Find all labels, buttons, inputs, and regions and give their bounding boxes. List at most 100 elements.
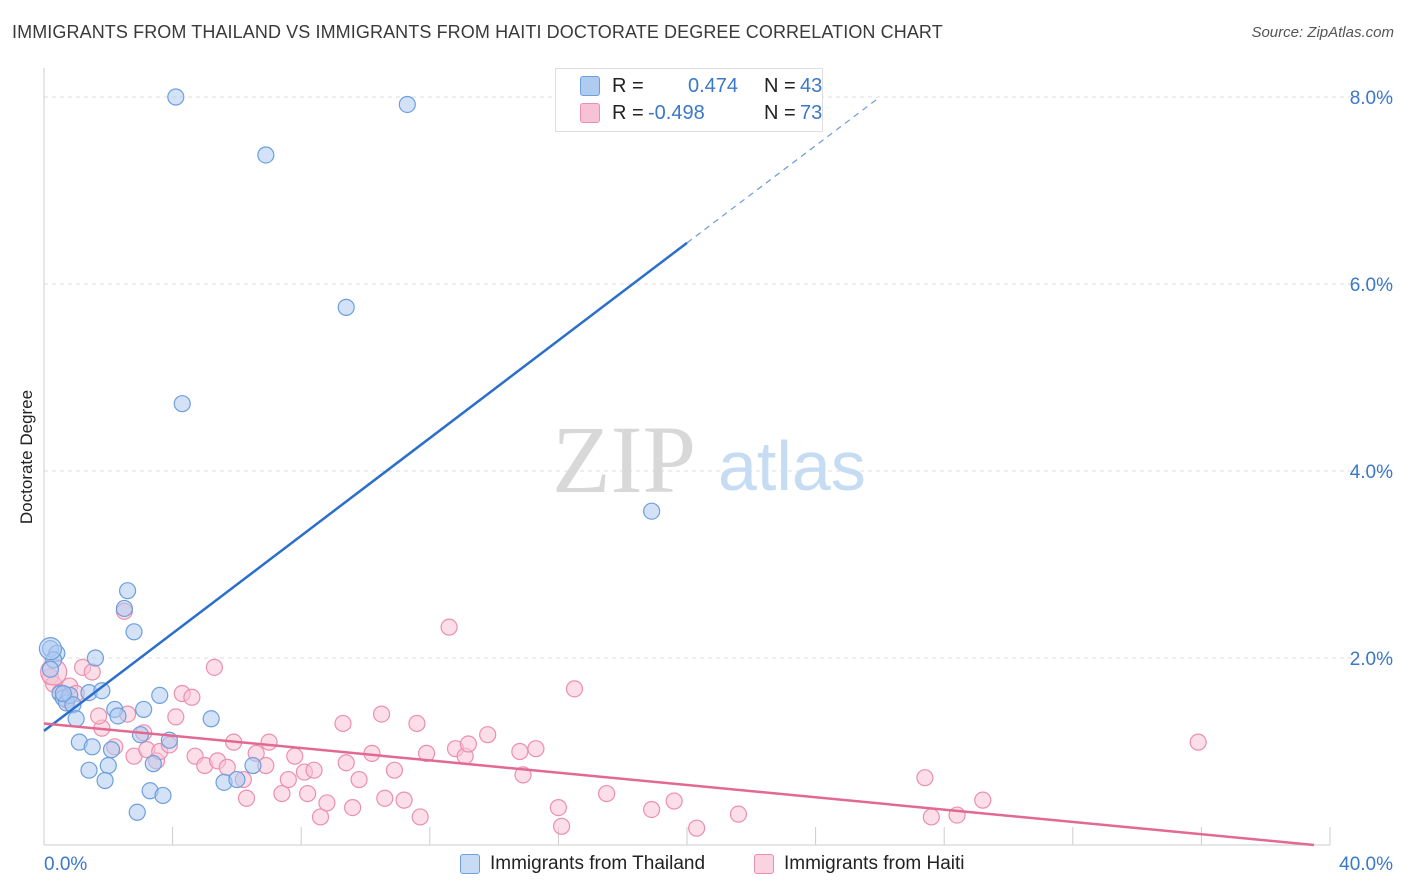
watermark-zip: ZIP xyxy=(552,406,696,513)
haiti-point xyxy=(167,708,185,726)
thailand-legend-swatch xyxy=(460,854,480,874)
bottom-legend-thailand: Immigrants from Thailand xyxy=(460,852,705,876)
haiti-point xyxy=(408,714,426,733)
x-tick-label-min: 0.0% xyxy=(44,854,87,875)
haiti-point xyxy=(916,769,934,787)
thailand-trend-line xyxy=(43,241,688,732)
haiti-point xyxy=(385,761,404,779)
haiti-legend-swatch xyxy=(754,854,774,874)
haiti-point xyxy=(527,740,545,758)
haiti-point xyxy=(299,784,317,803)
haiti-point xyxy=(318,794,336,812)
thailand-point xyxy=(337,298,355,316)
thailand-point xyxy=(257,146,275,164)
trend-lines xyxy=(43,96,1315,847)
legend-n-label: N = xyxy=(764,101,796,124)
y-tick-label: 8.0% xyxy=(1350,88,1393,109)
y-tick-label: 6.0% xyxy=(1350,275,1393,296)
haiti-point xyxy=(553,817,571,835)
haiti-point xyxy=(511,742,529,761)
thailand-point xyxy=(115,599,133,618)
thailand-point xyxy=(118,582,137,600)
thailand-point xyxy=(93,682,111,700)
thailand-point xyxy=(41,660,60,678)
thailand-point xyxy=(151,686,169,705)
thailand-point xyxy=(244,756,262,775)
legend-r-label: R = xyxy=(612,101,644,124)
haiti-point xyxy=(311,808,330,826)
haiti-point xyxy=(305,761,323,779)
thailand-point xyxy=(86,649,105,667)
thailand-points xyxy=(38,88,661,821)
source-label: Source: ZipAtlas.com xyxy=(1251,24,1394,41)
haiti-point xyxy=(344,798,362,817)
thailand-point xyxy=(99,756,117,775)
watermark-atlas: atlas xyxy=(718,427,866,505)
haiti-point xyxy=(183,688,201,706)
haiti-legend-label: Immigrants from Haiti xyxy=(784,853,965,874)
thailand-point xyxy=(102,741,121,759)
haiti-point xyxy=(598,784,616,803)
thailand-point xyxy=(38,637,63,661)
legend-n-label: N = xyxy=(764,74,796,97)
haiti-point xyxy=(237,789,256,807)
thailand-point xyxy=(643,502,661,520)
haiti-point xyxy=(337,754,355,772)
thailand-point xyxy=(128,803,146,821)
thailand-point xyxy=(173,395,191,413)
haiti-point xyxy=(688,819,706,837)
thailand-point xyxy=(125,623,143,641)
haiti-point xyxy=(334,714,352,733)
bottom-legend-haiti: Immigrants from Haiti xyxy=(754,852,965,876)
thailand-trend-extension xyxy=(686,96,881,244)
haiti-point xyxy=(974,791,992,809)
thailand-point xyxy=(135,700,153,719)
haiti-point xyxy=(411,808,429,826)
haiti-swatch xyxy=(580,103,600,123)
legend-n-value: 43 xyxy=(800,74,823,97)
y-tick-label: 2.0% xyxy=(1350,649,1393,670)
haiti-point xyxy=(549,798,568,817)
thailand-point xyxy=(54,684,72,703)
thailand-point xyxy=(83,738,101,756)
haiti-point xyxy=(350,770,368,789)
haiti-point xyxy=(260,733,278,751)
thailand-point xyxy=(228,770,246,789)
grid-lines xyxy=(43,68,1392,845)
thailand-swatch xyxy=(580,76,600,96)
haiti-point xyxy=(440,618,458,636)
haiti-point xyxy=(90,707,108,725)
haiti-point xyxy=(372,705,391,723)
thailand-point xyxy=(398,95,416,114)
haiti-point xyxy=(665,792,683,810)
thailand-legend-label: Immigrants from Thailand xyxy=(490,853,706,874)
thailand-point xyxy=(109,707,127,725)
legend-n-value: 73 xyxy=(800,101,823,124)
y-tick-label: 4.0% xyxy=(1350,462,1393,483)
legend-r-value: 0.474 xyxy=(688,74,739,97)
haiti-point xyxy=(1189,733,1207,751)
x-tick-label-max: 40.0% xyxy=(1339,854,1393,875)
chart-title: IMMIGRANTS FROM THAILAND VS IMMIGRANTS F… xyxy=(12,22,943,42)
haiti-point xyxy=(565,680,584,698)
legend-r-value: -0.498 xyxy=(648,101,705,124)
thailand-point xyxy=(96,771,114,790)
haiti-point xyxy=(479,726,497,744)
thailand-point xyxy=(131,726,150,744)
haiti-point xyxy=(459,735,477,753)
thailand-point xyxy=(167,88,185,106)
correlation-legend: R = 0.474 N = 43 R = -0.498 N = 73 xyxy=(555,68,823,132)
haiti-point xyxy=(395,791,413,809)
thailand-point xyxy=(154,786,172,805)
thailand-point xyxy=(67,710,85,728)
thailand-point xyxy=(144,755,162,773)
tick-labels: 2.0% 4.0% 6.0% 8.0% 0.0% 40.0% xyxy=(44,88,1393,875)
haiti-trend-line xyxy=(43,722,1315,847)
haiti-point xyxy=(417,744,436,762)
haiti-point xyxy=(286,747,304,765)
thailand-point xyxy=(80,761,98,779)
thailand-point xyxy=(202,710,220,728)
haiti-point xyxy=(729,805,748,823)
haiti-point xyxy=(83,663,101,681)
